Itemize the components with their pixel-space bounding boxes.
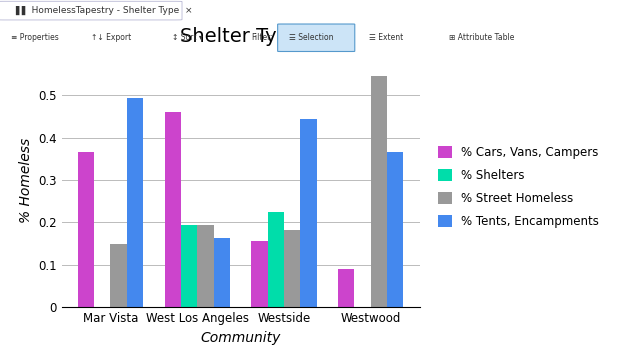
Title: Shelter Type: Shelter Type bbox=[180, 27, 301, 46]
X-axis label: Community: Community bbox=[201, 330, 281, 345]
Bar bbox=[213, 239, 230, 307]
Bar bbox=[387, 152, 404, 307]
Bar bbox=[78, 152, 94, 307]
Bar bbox=[165, 112, 181, 307]
Bar bbox=[110, 244, 126, 307]
Text: Filter:: Filter: bbox=[252, 33, 273, 42]
Legend: % Cars, Vans, Campers, % Shelters, % Street Homeless, % Tents, Encampments: % Cars, Vans, Campers, % Shelters, % Str… bbox=[438, 146, 599, 228]
Text: ☰ Selection: ☰ Selection bbox=[289, 33, 333, 42]
Bar bbox=[300, 119, 317, 307]
Text: ≡ Properties: ≡ Properties bbox=[11, 33, 59, 42]
Y-axis label: % Homeless: % Homeless bbox=[19, 137, 33, 223]
Bar bbox=[284, 230, 300, 307]
Text: ↕ Sort ▾: ↕ Sort ▾ bbox=[172, 33, 202, 42]
FancyBboxPatch shape bbox=[278, 24, 355, 52]
Bar bbox=[197, 225, 213, 307]
Text: ☰ Extent: ☰ Extent bbox=[369, 33, 404, 42]
Text: ▌▌ HomelessTapestry - Shelter Type  ×: ▌▌ HomelessTapestry - Shelter Type × bbox=[15, 6, 193, 15]
FancyBboxPatch shape bbox=[0, 1, 182, 20]
Bar bbox=[126, 98, 143, 307]
Text: ⊞ Attribute Table: ⊞ Attribute Table bbox=[449, 33, 515, 42]
Text: ↑↓ Export: ↑↓ Export bbox=[91, 33, 131, 42]
Bar bbox=[371, 76, 387, 307]
Bar bbox=[268, 212, 284, 307]
Bar bbox=[252, 241, 268, 307]
Bar bbox=[181, 225, 197, 307]
Bar bbox=[338, 269, 355, 307]
